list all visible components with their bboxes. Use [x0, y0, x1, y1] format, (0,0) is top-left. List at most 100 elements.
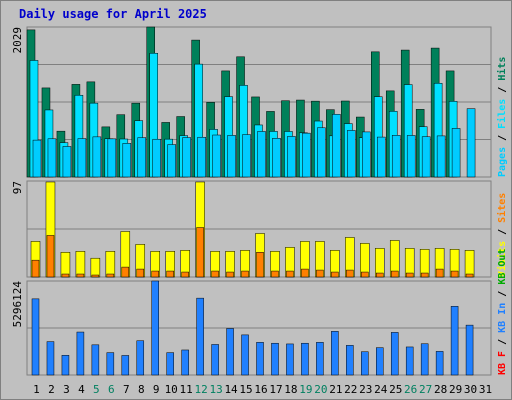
visits-sites-bar-sites-day-19: [301, 268, 309, 278]
day-label-4: 4: [78, 383, 85, 396]
kbytes-bar-kb-in-day-3: [61, 355, 70, 376]
hits-files-pages-bar-pages-day-21: [332, 114, 341, 178]
kbytes-bar-kb-in-day-6: [106, 352, 115, 376]
visits-sites-bar-visits-day-26: [404, 248, 415, 278]
visits-sites-bar-sites-day-13: [211, 270, 219, 278]
hits-files-pages-bar-pages-day-30: [466, 108, 476, 178]
hits-files-pages-bar-pages-day-27: [421, 136, 431, 178]
hits-files-pages-bar-pages-day-15: [242, 134, 251, 178]
visits-sites-bar-sites-day-26: [405, 272, 414, 278]
legend-item-kb-in: KB In: [497, 303, 508, 333]
visits-sites-bar-sites-day-21: [331, 271, 339, 278]
kbytes-bar-kb-in-day-23: [361, 351, 369, 376]
day-label-19: 19: [299, 383, 312, 396]
hits-files-pages-bar-pages-day-25: [391, 135, 401, 178]
kbytes-bar-kb-in-day-26: [405, 346, 414, 376]
day-label-28: 28: [434, 383, 447, 396]
day-label-30: 30: [464, 383, 477, 396]
day-label-14: 14: [224, 383, 238, 396]
day-label-1: 1: [33, 383, 40, 396]
legend-item-hits: Hits: [496, 57, 508, 81]
kbytes-bar-kb-in-day-1: [31, 298, 40, 376]
legend-item-kb-f: KB F: [497, 351, 508, 375]
visits-sites-bar-sites-day-24: [376, 272, 384, 278]
day-label-27: 27: [419, 383, 432, 396]
day-label-9: 9: [153, 383, 160, 396]
kbytes-bar-kb-in-day-18: [286, 343, 294, 376]
visits-sites-bar-sites-day-30: [465, 273, 474, 278]
hits-files-pages-bar-pages-day-5: [92, 136, 102, 178]
kbytes-bar-kb-in-day-21: [331, 331, 339, 376]
kbytes-bar-kb-in-day-11: [181, 349, 189, 376]
visits-sites-bar-sites-day-22: [346, 269, 354, 278]
day-label-16: 16: [254, 383, 267, 396]
kbytes-bar-kb-in-day-24: [376, 347, 384, 376]
visits-sites-bar-sites-day-8: [136, 268, 145, 278]
visits-sites-bar-sites-day-27: [420, 272, 429, 278]
day-label-6: 6: [108, 383, 115, 396]
legend-separator: /: [497, 333, 508, 351]
hits-files-pages-bar-pages-day-14: [227, 135, 236, 178]
kbytes-bar-kb-in-day-4: [76, 331, 85, 376]
visits-sites-bar-sites-day-12: [196, 227, 204, 278]
kbytes-bar-kb-in-day-12: [196, 297, 204, 376]
hits-files-pages-bar-pages-day-6: [107, 138, 117, 178]
hits-files-pages-bar-pages-day-10: [167, 144, 176, 178]
hits-files-pages-bar-pages-day-2: [47, 138, 57, 178]
legend-item-visits: Visits: [496, 241, 508, 277]
hits-files-pages-bar-pages-day-18: [287, 136, 296, 178]
visits-sites-bar-sites-day-7: [121, 266, 130, 278]
day-label-17: 17: [269, 383, 282, 396]
visits-sites-bar-visits-day-3: [60, 252, 71, 278]
visits-sites-bar-sites-day-11: [181, 271, 189, 278]
kbytes-bar-kb-in-day-25: [390, 332, 399, 376]
visits-sites-bar-sites-day-4: [76, 273, 85, 278]
hits-files-pages-bar-pages-day-9: [152, 138, 161, 178]
legend-separator: /: [497, 81, 508, 99]
visits-sites-bar-sites-day-1: [31, 259, 40, 278]
kbytes-bar-kb-in-day-5: [91, 344, 100, 376]
kbytes-legend: KB F / KB In / KB Out: [497, 249, 508, 375]
day-label-26: 26: [404, 383, 417, 396]
hits-files-pages-bar-pages-day-7: [122, 143, 132, 178]
hits-files-pages-bar-pages-day-19: [302, 132, 311, 178]
kbytes-bar-kb-in-day-7: [121, 355, 130, 376]
kbytes-bar-kb-in-day-2: [46, 341, 55, 376]
day-label-13: 13: [209, 383, 222, 396]
kbytes-bar-kb-in-day-28: [435, 351, 444, 376]
day-label-24: 24: [374, 383, 388, 396]
visits-sites-bar-sites-day-3: [61, 273, 70, 278]
kbytes-ymax-label: 5296124: [11, 281, 24, 328]
visits-sites-bar-sites-day-5: [91, 274, 100, 278]
hits-files-pages-bar-pages-day-24: [377, 136, 386, 178]
day-label-12: 12: [195, 383, 208, 396]
kbytes-bar-kb-in-day-15: [241, 334, 249, 376]
kbytes-bar-kb-in-day-17: [271, 342, 279, 376]
visits-sites-legend: Visits / Sites: [496, 193, 508, 277]
day-label-20: 20: [314, 383, 327, 396]
hits-files-pages-bar-pages-day-11: [182, 137, 191, 178]
kbytes-bar-kb-in-day-8: [136, 340, 145, 376]
visits-sites-bar-sites-day-25: [390, 270, 399, 278]
hits-files-pages-bar-pages-day-1: [32, 139, 42, 178]
kbytes-bar-kb-in-day-27: [420, 343, 429, 376]
visits-sites-bar-sites-day-14: [226, 271, 234, 278]
kbytes-bar-kb-in-day-19: [301, 342, 309, 376]
hits-files-pages-bar-pages-day-3: [62, 146, 72, 178]
day-label-25: 25: [389, 383, 402, 396]
legend-separator: /: [497, 223, 508, 241]
visits-sites-bar-sites-day-9: [151, 270, 159, 278]
visits-sites-bar-sites-day-18: [286, 270, 294, 278]
hits-files-pages-bar-pages-day-8: [137, 137, 147, 178]
visits-sites-bar-sites-day-17: [271, 270, 279, 278]
hits-files-pages-bar-pages-day-13: [212, 134, 221, 178]
day-label-21: 21: [329, 383, 342, 396]
visits-sites-bar-sites-day-15: [241, 270, 249, 278]
visits-sites-bar-sites-day-16: [256, 252, 264, 278]
hits-files-pages-bar-pages-day-28: [436, 135, 446, 178]
day-label-10: 10: [165, 383, 178, 396]
day-label-5: 5: [93, 383, 100, 396]
visits-sites-bar-sites-day-23: [361, 271, 369, 278]
